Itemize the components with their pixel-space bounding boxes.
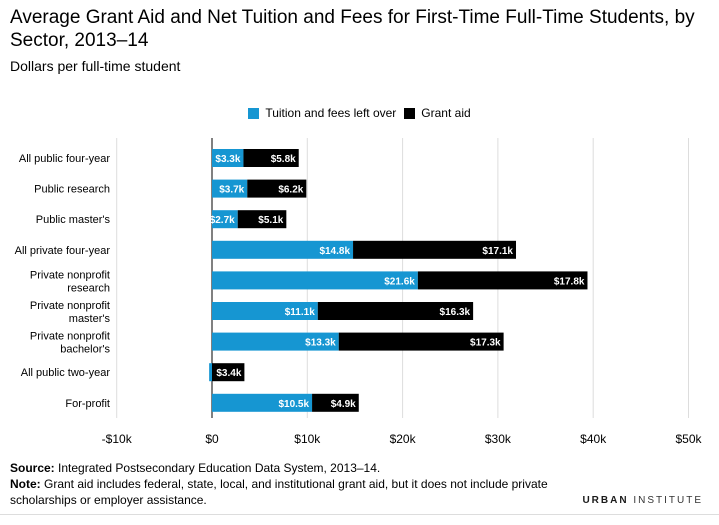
chart-title: Average Grant Aid and Net Tuition and Fe…	[10, 7, 695, 51]
x-tick-label: -$10k	[102, 432, 133, 446]
bar-label-tuition: $3.3k	[215, 154, 240, 165]
bar-label-tuition: $3.7k	[219, 185, 244, 196]
bar-label-tuition: $14.8k	[319, 246, 350, 257]
source-label: Source:	[10, 461, 55, 475]
category-label: Private nonprofit master's	[30, 300, 111, 325]
category-label: Private nonprofit bachelor's	[30, 331, 111, 356]
note-text: Grant aid includes federal, state, local…	[10, 477, 548, 507]
chart-footer: Source: Integrated Postsecondary Educati…	[10, 460, 570, 508]
bar-tuition	[212, 149, 244, 167]
source-line: Source: Integrated Postsecondary Educati…	[10, 460, 570, 476]
bottom-rule	[0, 514, 719, 515]
legend-swatch-tuition	[248, 107, 260, 119]
note-line: Note: Grant aid includes federal, state,…	[10, 476, 570, 508]
bar-tuition	[209, 363, 212, 382]
category-label: All public two-year	[21, 367, 111, 379]
bar-grant	[243, 149, 299, 167]
bar-label-grant: $3.4k	[216, 368, 241, 379]
x-tick-label: $20k	[390, 432, 417, 446]
bar-grant	[312, 393, 359, 412]
category-label: All public four-year	[19, 153, 110, 165]
bar-label-tuition: $11.1k	[285, 307, 315, 318]
bar-grant	[338, 332, 504, 351]
bar-label-grant: $16.3k	[440, 307, 471, 318]
brand-logo: URBAN INSTITUTE	[582, 495, 703, 506]
category-label: For-profit	[65, 398, 110, 410]
bar-label-grant: $17.1k	[482, 246, 513, 257]
legend-item-tuition: Tuition and fees left over	[248, 106, 396, 120]
x-tick-label: $50k	[675, 432, 702, 446]
bar-tuition	[212, 302, 318, 320]
brand-part1: URBAN	[582, 495, 629, 506]
category-label: Public research	[34, 184, 110, 196]
legend-item-grant: Grant aid	[404, 106, 471, 120]
bar-label-tuition: $21.6k	[384, 276, 415, 287]
x-tick-label: $0	[205, 432, 219, 446]
bar-label-grant: $4.9k	[331, 399, 356, 410]
bar-label-tuition: $10.5k	[278, 399, 309, 410]
note-label: Note:	[10, 477, 41, 491]
bar-tuition	[212, 393, 313, 412]
category-label: All private four-year	[15, 245, 111, 257]
bar-chart: -$10k $0 $10k $20k $30k $40k $50k All public fo…	[15, 138, 703, 446]
category-label: Private nonprofit research	[30, 269, 110, 294]
bar-grant	[212, 363, 245, 382]
bar-grant	[247, 179, 307, 198]
bar-label-grant: $5.8k	[271, 154, 296, 165]
bar-label-grant: $6.2k	[278, 185, 303, 196]
brand-part2: INSTITUTE	[628, 495, 703, 506]
bar-grant	[317, 302, 474, 320]
bar-grant	[353, 240, 517, 259]
x-tick-label: $30k	[485, 432, 512, 446]
bar-grant	[417, 271, 588, 290]
bar-tuition	[212, 332, 339, 351]
legend-swatch-grant	[404, 107, 416, 119]
legend-label-tuition: Tuition and fees left over	[265, 106, 397, 120]
bar-label-grant: $17.3k	[470, 338, 501, 349]
bar-tuition	[212, 210, 238, 229]
bar-label-tuition: $13.3k	[305, 338, 336, 349]
x-tick-label: $40k	[580, 432, 607, 446]
bar-tuition	[212, 240, 354, 259]
chart-subtitle: Dollars per full-time student	[10, 58, 181, 74]
category-label: Public master's	[36, 214, 111, 226]
legend-label-grant: Grant aid	[421, 106, 471, 120]
bar-grant	[237, 210, 287, 229]
chart-legend: Tuition and fees left over Grant aid	[0, 106, 719, 120]
bar-tuition	[212, 271, 418, 290]
bar-label-grant: $17.8k	[554, 276, 585, 287]
bar-tuition	[212, 179, 248, 198]
source-text: Integrated Postsecondary Education Data …	[54, 461, 381, 475]
bar-label-grant: $5.1k	[258, 215, 283, 226]
x-tick-label: $10k	[294, 432, 321, 446]
bar-label-tuition: $2.7k	[210, 215, 235, 226]
